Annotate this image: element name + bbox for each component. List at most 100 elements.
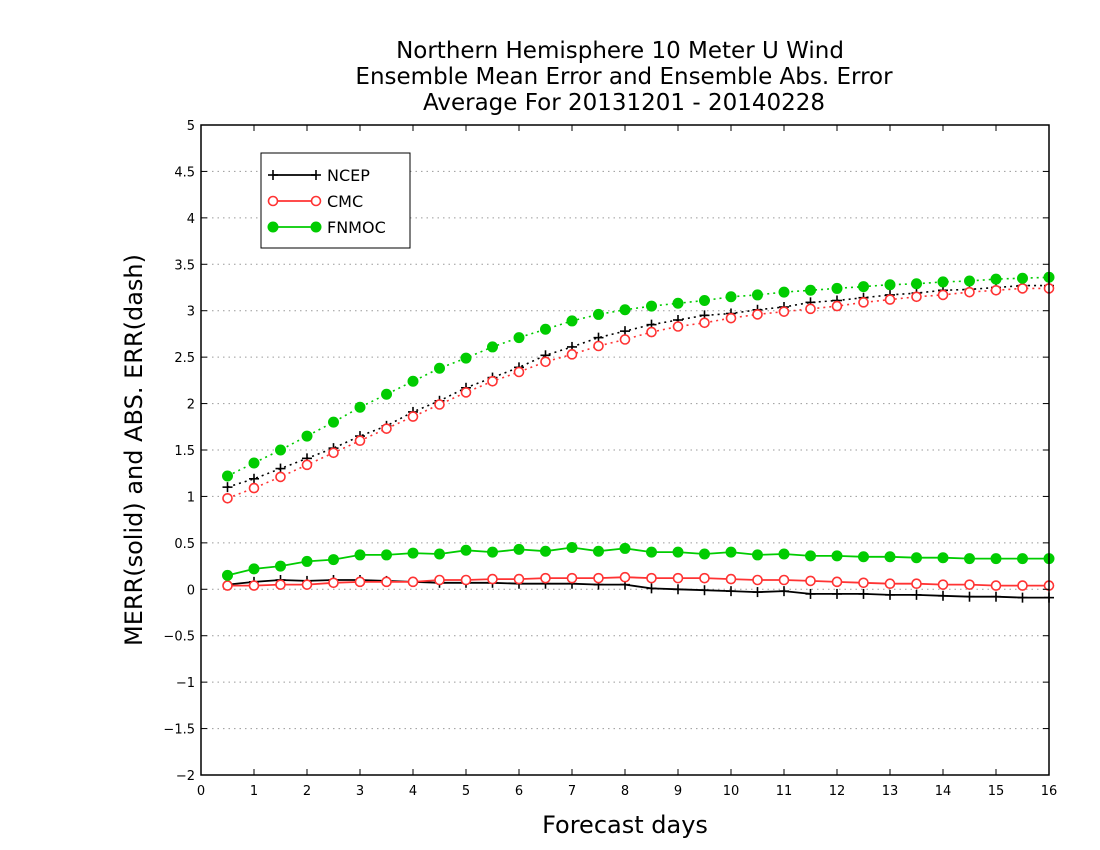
x-tick-label: 16 (1041, 784, 1058, 799)
cmc-mean-error-point (805, 575, 816, 587)
fnmoc-mean-error-point (937, 552, 949, 564)
fnmoc-abs-error-point (354, 401, 366, 413)
fnmoc-mean-error-point (222, 569, 233, 581)
ncep-mean-error-point (858, 588, 869, 599)
fnmoc-abs-error-point (487, 341, 498, 353)
x-tick-label: 12 (829, 784, 846, 799)
cmc-mean-error-point (937, 579, 949, 590)
cmc-abs-error-point (937, 289, 949, 301)
fnmoc-abs-error-point (725, 291, 737, 303)
fnmoc-mean-error-point (831, 550, 843, 562)
fnmoc-mean-error-point (699, 548, 710, 560)
cmc-abs-error-point (911, 291, 922, 303)
x-tick-label: 1 (250, 784, 258, 799)
cmc-abs-error-point (407, 411, 419, 422)
cmc-abs-error-point (858, 297, 869, 308)
ncep-mean-error-point (779, 586, 789, 597)
cmc-mean-error-point (911, 578, 922, 590)
legend-ncep-label: NCEP (327, 166, 370, 185)
y-tick-label: 0.5 (174, 537, 195, 552)
fnmoc-abs-error-point (646, 300, 657, 312)
chart-title-line-1: Northern Hemisphere 10 Meter U Wind (396, 38, 844, 64)
cmc-mean-error-point (275, 579, 286, 590)
fnmoc-abs-error-point (805, 284, 816, 296)
fnmoc-abs-error-point (752, 289, 763, 301)
ncep-mean-error-point (1017, 592, 1028, 603)
fnmoc-mean-error-point (911, 552, 922, 564)
fnmoc-mean-error-point (434, 548, 445, 560)
x-tick-label: 0 (197, 784, 205, 799)
fnmoc-mean-error-point (884, 551, 896, 563)
x-tick-label: 2 (303, 784, 311, 799)
fnmoc-mean-error-point (566, 542, 578, 553)
y-tick-label: 3.5 (174, 258, 195, 273)
cmc-mean-error-point (752, 574, 763, 586)
y-tick-label: 4 (187, 212, 195, 227)
cmc-abs-error-point (593, 340, 604, 352)
cmc-mean-error-point (884, 578, 896, 590)
y-tick-label: 2 (187, 398, 195, 413)
legend-cmc-label: CMC (327, 192, 363, 211)
fnmoc-mean-error-point (381, 549, 392, 561)
cmc-abs-error-point (513, 366, 525, 378)
cmc-mean-error-point (434, 574, 445, 586)
cmc-abs-error-point (725, 312, 737, 324)
cmc-mean-error-point (566, 572, 578, 584)
fnmoc-abs-error-point (672, 297, 684, 309)
chart-title-line-2: Ensemble Mean Error and Ensemble Abs. Er… (355, 64, 893, 90)
x-tick-label: 15 (988, 784, 1005, 799)
fnmoc-mean-error-point (1017, 553, 1028, 565)
x-axis-title: Forecast days (542, 811, 708, 839)
x-tick-label: 8 (621, 784, 629, 799)
cmc-mean-error-point (407, 576, 419, 588)
fnmoc-mean-error-point (619, 542, 631, 554)
cmc-mean-error-point (672, 572, 684, 584)
cmc-mean-error-point (964, 579, 975, 590)
cmc-mean-error-point (328, 577, 339, 589)
legend-fnmoc-marker-end (310, 221, 322, 233)
fnmoc-mean-error-point (513, 543, 525, 555)
ncep-mean-error-point (885, 589, 895, 600)
fnmoc-mean-error-point (460, 544, 472, 556)
cmc-abs-error-point (566, 349, 578, 360)
fnmoc-abs-error-point (911, 278, 922, 290)
fnmoc-abs-error-point (407, 375, 419, 387)
y-tick-label: −2 (176, 769, 195, 784)
cmc-abs-error-point (1017, 283, 1028, 294)
cmc-mean-error-point (487, 573, 498, 585)
cmc-mean-error-point (222, 580, 233, 591)
fnmoc-mean-error-point (672, 546, 684, 558)
cmc-mean-error-point (593, 572, 604, 584)
y-axis: −2 −1.5 −1 −0.5 0 0.5 1 1.5 2 2.5 3 3.5 4 4.5 5 (163, 119, 1049, 784)
x-tick-label: 5 (462, 784, 470, 799)
ncep-mean-error-point (805, 588, 816, 599)
x-axis: 0 1 2 3 4 5 6 7 8 9 10 11 12 13 14 15 16 (197, 125, 1057, 799)
chart-title-line-3: Average For 20131201 - 20140228 (423, 90, 825, 116)
fnmoc-abs-error-point (990, 273, 1002, 285)
fnmoc-mean-error-point (487, 546, 498, 558)
cmc-abs-error-point (222, 492, 233, 504)
cmc-mean-error-point (460, 574, 472, 586)
cmc-abs-error-point (805, 303, 816, 315)
gridlines (201, 170, 1049, 730)
ncep-abs-error-line (227, 284, 1049, 488)
cmc-abs-error-point (990, 284, 1002, 296)
cmc-abs-error-point (328, 447, 339, 459)
cmc-mean-error-point (301, 579, 313, 590)
fnmoc-mean-error-point (354, 549, 366, 561)
cmc-abs-error-point (831, 300, 843, 312)
ncep-mean-error-point (964, 591, 975, 602)
ncep-mean-error-point (673, 584, 683, 595)
fnmoc-mean-error-point (990, 553, 1002, 565)
legend-ncep-marker-start (268, 170, 278, 180)
cmc-abs-error-point (248, 482, 260, 494)
cmc-mean-error-point (248, 580, 260, 591)
fnmoc-abs-error-point (566, 315, 578, 327)
legend: NCEP CMC FNMOC (260, 152, 411, 249)
cmc-abs-error-point (354, 435, 366, 447)
y-tick-label: 4.5 (174, 165, 195, 180)
ncep-mean-error-point (832, 588, 842, 599)
y-tick-label: −1 (176, 676, 195, 691)
y-tick-label: 5 (187, 119, 195, 134)
x-tick-label: 9 (674, 784, 682, 799)
